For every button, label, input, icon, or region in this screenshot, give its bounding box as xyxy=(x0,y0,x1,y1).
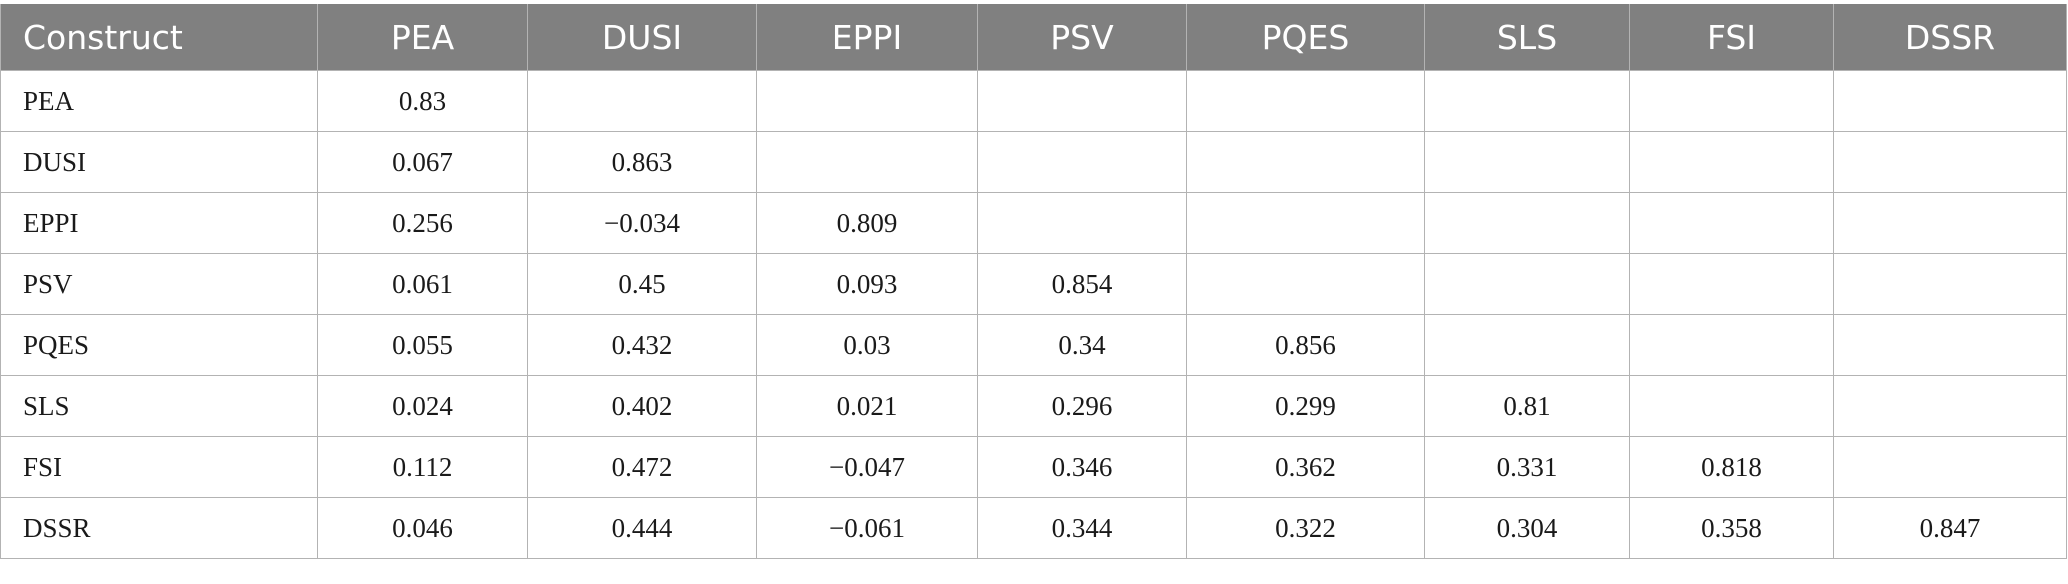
header-cell-pea: PEA xyxy=(317,4,528,71)
table-cell xyxy=(977,70,1187,132)
table-cell xyxy=(1833,375,2067,437)
row-label: DUSI xyxy=(0,131,318,193)
table-cell: 0.296 xyxy=(977,375,1187,437)
row-label: SLS xyxy=(0,375,318,437)
table-cell xyxy=(1629,253,1834,315)
table-cell xyxy=(756,70,978,132)
table-cell: 0.472 xyxy=(527,436,757,498)
table-cell xyxy=(1186,192,1425,254)
table-cell: 0.863 xyxy=(527,131,757,193)
table-cell xyxy=(1629,375,1834,437)
table-cell: 0.067 xyxy=(317,131,528,193)
table-cell: 0.358 xyxy=(1629,497,1834,559)
table-cell: 0.344 xyxy=(977,497,1187,559)
table-cell: 0.818 xyxy=(1629,436,1834,498)
table-row-eppi: EPPI 0.256 −0.034 0.809 xyxy=(0,192,2067,254)
table-cell: −0.047 xyxy=(756,436,978,498)
table-cell: 0.432 xyxy=(527,314,757,376)
table-cell: 0.809 xyxy=(756,192,978,254)
table-cell: 0.81 xyxy=(1424,375,1630,437)
table-cell xyxy=(977,131,1187,193)
row-label: PSV xyxy=(0,253,318,315)
table-cell: 0.346 xyxy=(977,436,1187,498)
table-cell xyxy=(1833,192,2067,254)
row-label: FSI xyxy=(0,436,318,498)
table-cell xyxy=(1629,192,1834,254)
table-row-dssr: DSSR 0.046 0.444 −0.061 0.344 0.322 0.30… xyxy=(0,497,2067,559)
table-row-dusi: DUSI 0.067 0.863 xyxy=(0,131,2067,193)
row-label: DSSR xyxy=(0,497,318,559)
table-cell xyxy=(1629,70,1834,132)
table-row-pea: PEA 0.83 xyxy=(0,70,2067,132)
table-cell: 0.256 xyxy=(317,192,528,254)
header-cell-sls: SLS xyxy=(1424,4,1630,71)
table-cell: 0.856 xyxy=(1186,314,1425,376)
table-body: PEA 0.83 DUSI 0.067 0.863 xyxy=(0,70,2067,559)
table-cell xyxy=(1186,70,1425,132)
table-cell: 0.046 xyxy=(317,497,528,559)
table-cell xyxy=(756,131,978,193)
table-cell xyxy=(527,70,757,132)
table-cell xyxy=(1833,436,2067,498)
table-cell xyxy=(1833,70,2067,132)
table-cell: 0.021 xyxy=(756,375,978,437)
header-row: Construct PEA DUSI EPPI PSV PQES SLS FSI… xyxy=(0,4,2067,71)
table-cell: 0.304 xyxy=(1424,497,1630,559)
table-row-psv: PSV 0.061 0.45 0.093 0.854 xyxy=(0,253,2067,315)
table-cell: −0.034 xyxy=(527,192,757,254)
table-cell: 0.112 xyxy=(317,436,528,498)
table-cell: 0.331 xyxy=(1424,436,1630,498)
table-cell xyxy=(1424,314,1630,376)
row-label: PQES xyxy=(0,314,318,376)
header-cell-fsi: FSI xyxy=(1629,4,1834,71)
table-cell: 0.03 xyxy=(756,314,978,376)
table-cell: 0.362 xyxy=(1186,436,1425,498)
row-label: EPPI xyxy=(0,192,318,254)
table-cell: 0.024 xyxy=(317,375,528,437)
table-cell xyxy=(1833,253,2067,315)
table-header: Construct PEA DUSI EPPI PSV PQES SLS FSI… xyxy=(0,4,2067,71)
table-row-pqes: PQES 0.055 0.432 0.03 0.34 0.856 xyxy=(0,314,2067,376)
table-cell: 0.061 xyxy=(317,253,528,315)
table-cell: 0.055 xyxy=(317,314,528,376)
header-cell-eppi: EPPI xyxy=(756,4,978,71)
table-row-sls: SLS 0.024 0.402 0.021 0.296 0.299 0.81 xyxy=(0,375,2067,437)
correlation-table: Construct PEA DUSI EPPI PSV PQES SLS FSI… xyxy=(0,4,2067,559)
table-cell: 0.093 xyxy=(756,253,978,315)
table-cell xyxy=(1629,314,1834,376)
header-cell-dssr: DSSR xyxy=(1833,4,2067,71)
table-cell xyxy=(1186,131,1425,193)
table-cell: 0.402 xyxy=(527,375,757,437)
table-cell: 0.854 xyxy=(977,253,1187,315)
table-cell: 0.45 xyxy=(527,253,757,315)
table-cell xyxy=(1424,70,1630,132)
table-cell: 0.322 xyxy=(1186,497,1425,559)
row-label: PEA xyxy=(0,70,318,132)
table-cell xyxy=(1629,131,1834,193)
header-cell-psv: PSV xyxy=(977,4,1187,71)
header-cell-pqes: PQES xyxy=(1186,4,1425,71)
table-cell xyxy=(1833,131,2067,193)
table-cell: 0.83 xyxy=(317,70,528,132)
table-cell: 0.299 xyxy=(1186,375,1425,437)
table-cell xyxy=(1424,253,1630,315)
table-cell xyxy=(1424,131,1630,193)
correlation-table-container: Construct PEA DUSI EPPI PSV PQES SLS FSI… xyxy=(0,4,2067,559)
table-cell: 0.34 xyxy=(977,314,1187,376)
table-cell: 0.444 xyxy=(527,497,757,559)
table-row-fsi: FSI 0.112 0.472 −0.047 0.346 0.362 0.331… xyxy=(0,436,2067,498)
table-cell xyxy=(977,192,1187,254)
table-cell xyxy=(1424,192,1630,254)
table-cell xyxy=(1833,314,2067,376)
table-cell: 0.847 xyxy=(1833,497,2067,559)
table-cell: −0.061 xyxy=(756,497,978,559)
header-cell-construct: Construct xyxy=(0,4,318,71)
table-cell xyxy=(1186,253,1425,315)
header-cell-dusi: DUSI xyxy=(527,4,757,71)
